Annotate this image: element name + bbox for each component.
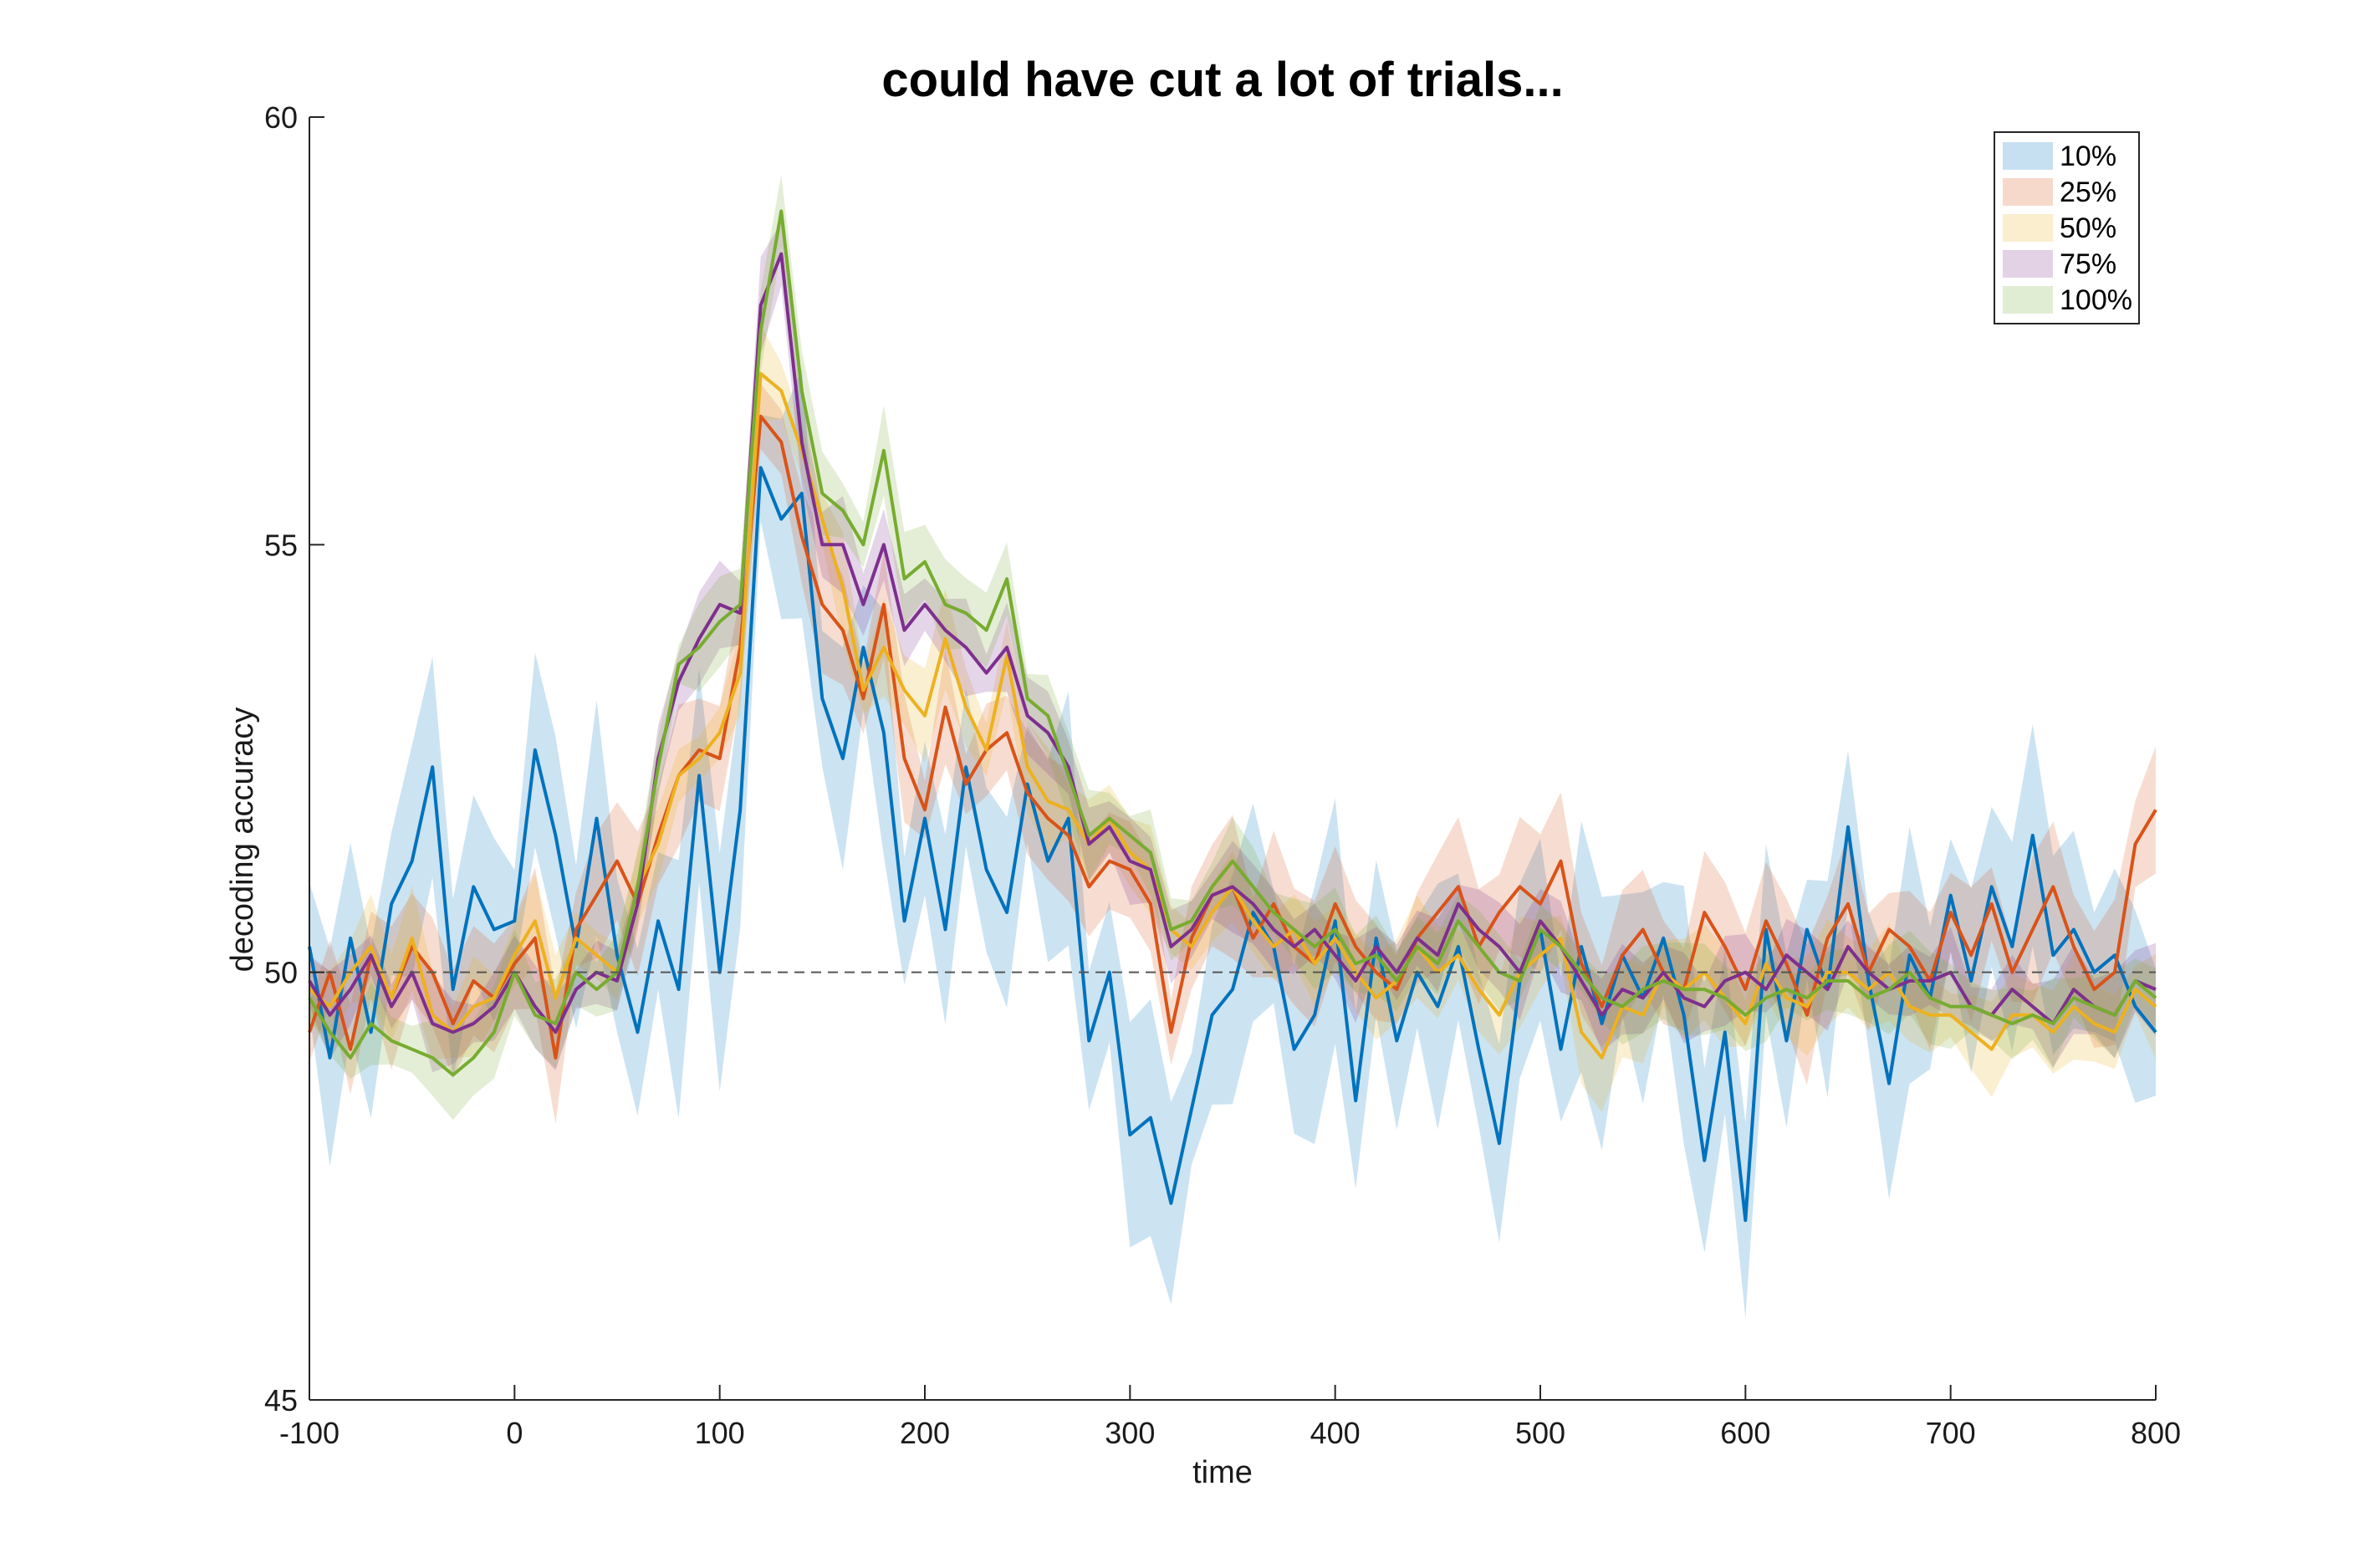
legend-label: 75% (2060, 248, 2116, 280)
legend-label: 100% (2060, 284, 2132, 316)
x-tick-label: 0 (506, 1416, 523, 1450)
y-tick-label: 55 (264, 528, 298, 562)
legend-label: 10% (2060, 140, 2116, 172)
x-tick-label: 200 (900, 1416, 950, 1450)
x-tick-label: 400 (1310, 1416, 1361, 1450)
x-tick-label: 800 (2131, 1416, 2181, 1450)
legend-swatch (2003, 142, 2053, 170)
y-axis-label: decoding accuracy (225, 707, 260, 973)
y-tick-label: 45 (264, 1383, 298, 1417)
chart-title: could have cut a lot of trials... (881, 53, 1563, 107)
legend-swatch (2003, 286, 2053, 314)
series-line (308, 252, 2157, 1034)
legend-label: 50% (2060, 212, 2116, 244)
legend-swatch (2003, 250, 2053, 278)
x-tick-label: 500 (1515, 1416, 1565, 1450)
confidence-bands (309, 175, 2156, 1319)
x-tick-label: 700 (1926, 1416, 1976, 1450)
legend-label: 25% (2060, 176, 2116, 208)
x-tick-label: 100 (695, 1416, 745, 1450)
confidence-band (309, 222, 2156, 1073)
y-tick-label: 60 (264, 100, 298, 135)
legend-swatch (2003, 214, 2053, 242)
legend-box (1994, 131, 2140, 324)
legend: 10% 25% 50% 75% 100% (1994, 131, 2140, 324)
legend-swatch (2003, 178, 2053, 206)
x-tick-label: 300 (1105, 1416, 1155, 1450)
confidence-band (309, 383, 2156, 1124)
confidence-band (309, 175, 2156, 1121)
axes: -100 0 100 200 300 400 500 600 700 800 45 50 55 60 (264, 100, 2181, 1450)
x-tick-label: 600 (1720, 1416, 1770, 1450)
x-axis-label: time (1192, 1455, 1253, 1490)
x-tick-label: -100 (279, 1416, 340, 1450)
series-line (308, 466, 2157, 1223)
y-tick-label: 50 (264, 956, 298, 990)
